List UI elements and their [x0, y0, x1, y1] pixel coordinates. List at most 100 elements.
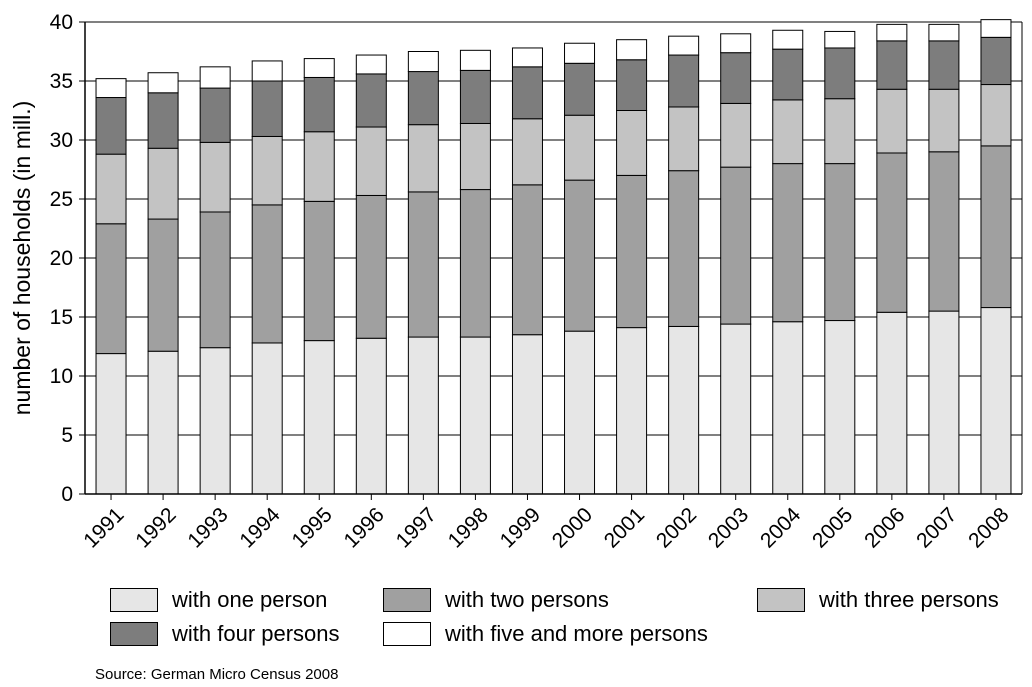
x-tick-label: 2001	[600, 503, 649, 552]
bar-segment	[772, 48, 804, 101]
bar-segment	[772, 99, 804, 165]
bar-segment	[772, 321, 804, 495]
bar-segment	[928, 23, 960, 42]
bar-segment	[407, 336, 439, 495]
bar-segment	[303, 76, 335, 133]
bar-segment	[355, 337, 387, 495]
bar-segment	[199, 87, 231, 143]
bar-segment	[355, 126, 387, 196]
y-tick-label: 20	[50, 247, 73, 270]
bar-segment	[876, 311, 908, 495]
axes	[79, 21, 1023, 500]
bar-segment	[616, 59, 648, 111]
y-tick-label: 35	[50, 70, 73, 93]
bar-segment	[459, 122, 491, 191]
x-tick-label: 1998	[444, 503, 493, 552]
x-tick-label: 2008	[964, 503, 1013, 552]
y-tick-label: 10	[50, 365, 73, 388]
x-tick-label: 1995	[287, 503, 336, 552]
bar-segment	[251, 342, 283, 495]
bar-segment	[303, 340, 335, 495]
x-tick-label: 1993	[183, 503, 232, 552]
bar-segment	[459, 49, 491, 71]
bar-segment	[251, 204, 283, 344]
bar-segment	[616, 39, 648, 61]
y-tick-label: 15	[50, 306, 73, 329]
bar-segment	[668, 35, 700, 56]
bar-segment	[147, 350, 179, 495]
bar-segment	[355, 194, 387, 339]
bar-segment	[199, 347, 231, 495]
bar-segment	[564, 114, 596, 181]
x-tick-label: 2007	[912, 503, 961, 552]
y-tick-label: 25	[50, 188, 73, 211]
bar-segment	[668, 170, 700, 327]
y-tick-label: 30	[50, 129, 73, 152]
bar-segment	[199, 211, 231, 349]
bar-segment	[720, 52, 752, 104]
bar-segment	[564, 62, 596, 116]
bar-segment	[824, 320, 856, 495]
bar-segment	[668, 325, 700, 495]
bar-segment	[876, 152, 908, 313]
bar-segment	[668, 106, 700, 172]
x-tick-label: 2002	[652, 503, 701, 552]
bar-segment	[511, 118, 543, 186]
bar-segment	[876, 88, 908, 154]
bar-segment	[303, 131, 335, 202]
bar-segment	[564, 330, 596, 495]
bar-segment	[720, 323, 752, 495]
bar-segment	[459, 69, 491, 124]
bar-segment	[980, 145, 1012, 309]
x-tick-label: 2000	[548, 503, 597, 552]
x-tick-label: 2004	[756, 503, 806, 553]
y-tick-label: 5	[61, 424, 73, 447]
bar-segment	[564, 42, 596, 64]
x-tick-label: 1999	[496, 503, 545, 552]
bar-segment	[251, 60, 283, 82]
bar-segment	[980, 84, 1012, 147]
source-note: Source: German Micro Census 2008	[95, 666, 339, 683]
bar-segment	[928, 310, 960, 495]
gridlines	[85, 21, 1022, 495]
x-tick-label: 1994	[235, 503, 285, 553]
bar-segment	[251, 80, 283, 137]
bar-segment	[147, 218, 179, 352]
bar-segment	[720, 33, 752, 54]
bar-segment	[459, 336, 491, 495]
bar-segment	[95, 78, 127, 99]
x-tick-label: 2003	[704, 503, 753, 552]
y-axis-label: number of households (in mill.)	[9, 101, 35, 415]
bar-segment	[928, 88, 960, 153]
bar-segment	[95, 223, 127, 355]
bar-segment	[876, 40, 908, 90]
x-tick-labels: 1991 1992 1993 1994 1995 1996 1997 1998 1999 2000…	[79, 503, 1013, 553]
bar-segment	[928, 151, 960, 312]
bar-segment	[407, 51, 439, 73]
y-tick-label: 40	[50, 11, 73, 34]
bar-segment	[564, 179, 596, 332]
x-tick-label: 2006	[860, 503, 909, 552]
bar-segment	[772, 163, 804, 323]
bar-segment	[95, 97, 127, 155]
bar-segment	[511, 184, 543, 336]
bar-segment	[511, 334, 543, 495]
bar-segment	[824, 30, 856, 49]
bar-segment	[824, 98, 856, 165]
bar-segment	[511, 66, 543, 120]
bar-segment	[407, 191, 439, 338]
bar-segment	[199, 66, 231, 89]
bar-segment	[772, 29, 804, 50]
y-tick-labels: 0 5 10 15 20 25 30 35 40	[50, 11, 73, 506]
bars	[95, 19, 1012, 495]
bar-segment	[303, 58, 335, 78]
bar-segment	[355, 73, 387, 128]
bar-segment	[720, 166, 752, 325]
x-tick-label: 1992	[131, 503, 180, 552]
bar-segment	[459, 189, 491, 338]
bar-segment	[303, 200, 335, 342]
bar-segment	[355, 54, 387, 75]
y-tick-label: 0	[61, 483, 73, 506]
bar-segment	[95, 353, 127, 495]
